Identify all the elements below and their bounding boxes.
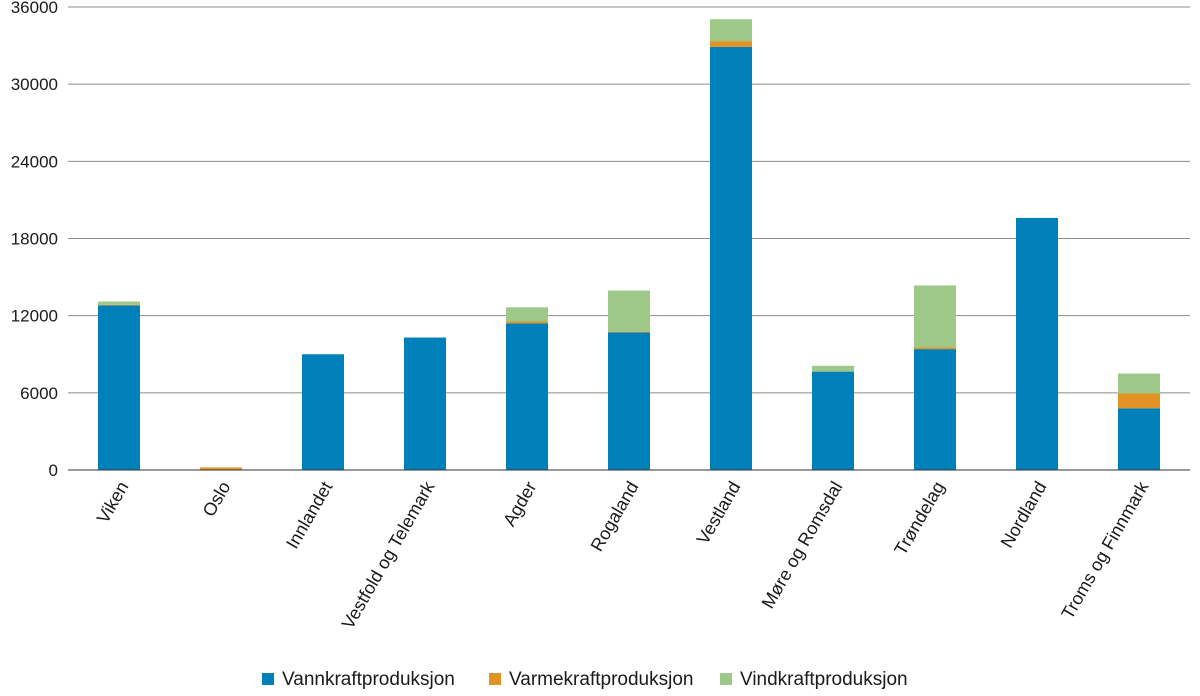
x-category-label: Rogaland [587,478,643,555]
bars [98,19,1160,470]
bar-segment [608,332,650,470]
bar-segment [914,347,956,350]
bar-segment [302,354,344,470]
bar-segment [914,349,956,470]
y-tick-label: 36000 [11,0,58,17]
bar-segment [1118,393,1160,409]
y-tick-label: 6000 [20,384,58,403]
x-category-label: Oslo [199,478,235,520]
y-axis-tick-labels: 0 6000 12000 18000 24000 30000 36000 [11,0,58,480]
legend-swatch [720,673,732,685]
y-tick-label: 30000 [11,75,58,94]
bar-segment [506,321,548,324]
bar-segment [98,304,140,306]
bar-segment [98,305,140,470]
bar-segment [1118,408,1160,470]
bar-segment [812,365,854,372]
x-category-label: Viken [93,478,133,527]
legend-label: Varmekraftproduksjon [509,669,693,690]
bar-segment [710,46,752,470]
bar-segment [404,337,446,470]
x-category-label: Innlandet [282,478,336,552]
bar-segment [1016,217,1058,470]
gridlines [68,6,1190,394]
legend-label: Vannkraftproduksjon [282,669,455,690]
legend-swatch [489,673,501,685]
y-tick-label: 0 [49,461,58,480]
x-category-label: Troms og Finnmark [1057,477,1153,622]
x-category-label: Nordland [997,478,1051,551]
bar-segment [506,323,548,470]
legend-swatch [262,673,274,685]
bar-segment [710,41,752,47]
x-category-label: Trøndelag [890,478,948,558]
bar-segment [812,371,854,470]
bar-segment [98,301,140,305]
y-tick-label: 12000 [11,307,58,326]
y-tick-label: 18000 [11,230,58,249]
y-tick-label: 24000 [11,152,58,171]
bar-segment [914,285,956,348]
bar-segment [608,331,650,333]
bar-segment [506,307,548,322]
legend: Vannkraftproduksjon Varmekraftproduksjon V… [262,669,908,690]
bar-segment [1118,373,1160,394]
bar-segment [710,19,752,42]
x-category-label: Møre og Romsdal [758,478,847,612]
legend-label: Vindkraftproduksjon [740,669,908,690]
x-category-label: Vestland [693,478,745,548]
bar-segment [608,290,650,332]
x-category-label: Vestfold og Telemark [338,477,439,632]
bar-segment [200,467,242,470]
x-category-label: Agder [499,478,540,530]
x-axis-category-labels: Viken Oslo Innlandet Vestfold og Telemark Ag… [93,477,1153,632]
